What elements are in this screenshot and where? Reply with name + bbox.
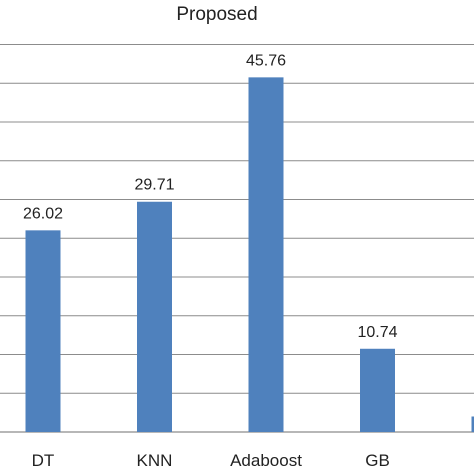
x-tick-label: DT (32, 451, 55, 470)
bar-adaboost (248, 77, 284, 433)
bar-dt (25, 230, 61, 432)
data-label: 45.76 (246, 52, 286, 69)
data-label: 10.74 (357, 324, 397, 341)
chart-title: Proposed (176, 4, 258, 25)
data-label: 26.02 (23, 205, 63, 222)
x-tick-label: KNN (137, 451, 173, 470)
x-tick-label: GB (365, 451, 390, 470)
bar-knn (137, 201, 172, 432)
x-tick-label: Adaboost (230, 451, 302, 470)
bar-c (471, 416, 474, 432)
data-label: 29.71 (134, 177, 174, 194)
bar-gb (360, 348, 395, 432)
